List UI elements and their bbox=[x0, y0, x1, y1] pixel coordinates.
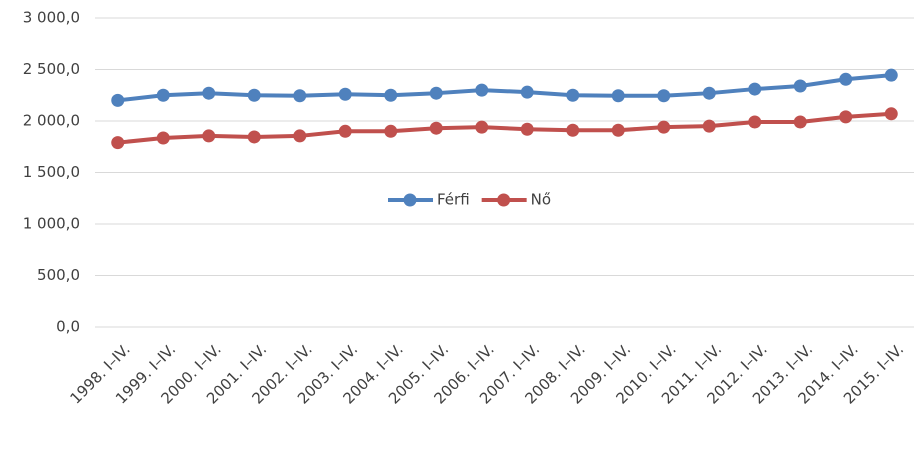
y-tick-label: 2 500,0 bbox=[23, 60, 80, 78]
point bbox=[156, 88, 170, 102]
point bbox=[247, 130, 261, 144]
point bbox=[657, 89, 671, 103]
point bbox=[611, 123, 625, 137]
point bbox=[338, 87, 352, 101]
point bbox=[520, 122, 534, 136]
point bbox=[566, 88, 580, 102]
y-tick-label: 3 000,0 bbox=[23, 9, 80, 27]
point bbox=[611, 89, 625, 103]
y-tick-label: 500,0 bbox=[37, 266, 80, 284]
point bbox=[202, 86, 216, 100]
point bbox=[884, 68, 898, 82]
point bbox=[429, 121, 443, 135]
point bbox=[839, 72, 853, 86]
legend-marker bbox=[403, 193, 417, 207]
y-tick-label: 2 000,0 bbox=[23, 112, 80, 130]
series-line bbox=[117, 73, 892, 103]
point bbox=[748, 82, 762, 96]
point bbox=[429, 86, 443, 100]
point bbox=[293, 129, 307, 143]
point bbox=[293, 89, 307, 103]
y-tick-label: 1 000,0 bbox=[23, 215, 80, 233]
point bbox=[884, 107, 898, 121]
point bbox=[475, 83, 489, 97]
point bbox=[702, 119, 716, 133]
y-tick-label: 1 500,0 bbox=[23, 163, 80, 181]
point bbox=[475, 120, 489, 134]
y-tick-label: 0,0 bbox=[56, 318, 80, 336]
point bbox=[111, 136, 125, 150]
point bbox=[566, 123, 580, 137]
point bbox=[247, 88, 261, 102]
series-line bbox=[117, 111, 892, 145]
point bbox=[748, 115, 762, 129]
point bbox=[839, 110, 853, 124]
legend-label: Nő bbox=[531, 191, 551, 209]
point bbox=[520, 85, 534, 99]
point bbox=[793, 79, 807, 93]
point bbox=[702, 86, 716, 100]
point bbox=[657, 120, 671, 134]
point bbox=[156, 131, 170, 145]
legend-label: Férfi bbox=[437, 191, 470, 209]
point bbox=[111, 93, 125, 107]
legend-marker bbox=[497, 193, 511, 207]
point bbox=[793, 115, 807, 129]
point bbox=[384, 124, 398, 138]
point bbox=[338, 124, 352, 138]
point bbox=[384, 88, 398, 102]
point bbox=[202, 129, 216, 143]
